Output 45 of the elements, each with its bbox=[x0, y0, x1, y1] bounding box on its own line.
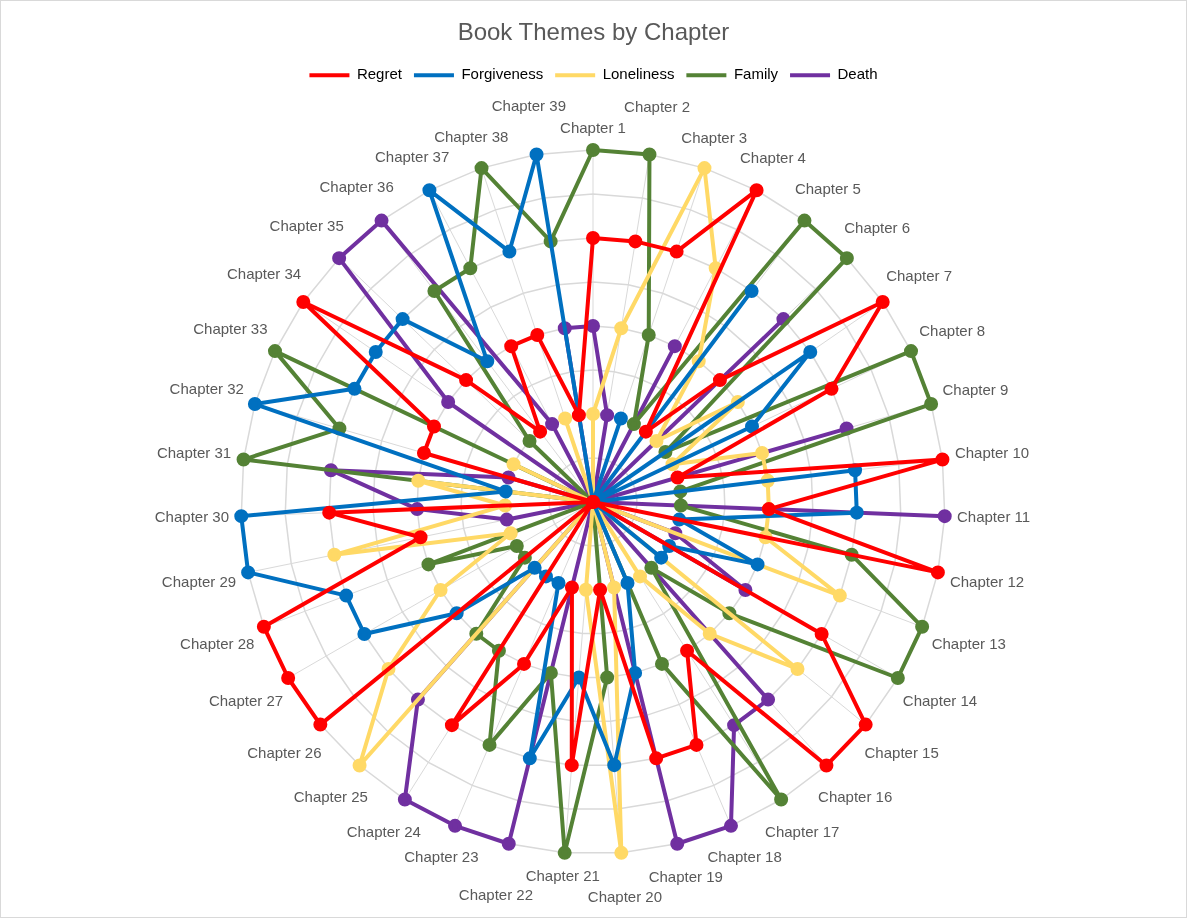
spoke-label: Chapter 2 bbox=[624, 98, 690, 116]
spoke-label: Chapter 28 bbox=[180, 634, 255, 652]
spoke-label: Chapter 19 bbox=[648, 868, 723, 886]
spoke-label: Chapter 16 bbox=[818, 788, 893, 806]
spoke-label: Chapter 5 bbox=[794, 179, 861, 197]
spoke-label: Chapter 25 bbox=[293, 788, 368, 806]
spoke-label: Chapter 31 bbox=[156, 443, 232, 461]
spoke-label: Chapter 6 bbox=[844, 219, 911, 237]
legend-label: Death bbox=[837, 65, 878, 83]
spoke-label: Chapter 18 bbox=[707, 848, 782, 866]
spoke-label: Chapter 29 bbox=[161, 572, 237, 590]
spoke-label: Chapter 3 bbox=[681, 128, 748, 146]
spoke-label: Chapter 9 bbox=[942, 381, 1009, 399]
spoke-label: Chapter 15 bbox=[864, 744, 939, 762]
legend-label: Forgiveness bbox=[461, 65, 544, 83]
spoke-label: Chapter 8 bbox=[919, 321, 986, 339]
spoke-label: Chapter 38 bbox=[434, 127, 509, 145]
spoke-label: Chapter 34 bbox=[226, 265, 302, 283]
spoke-label: Chapter 27 bbox=[208, 692, 284, 710]
spoke-label: Chapter 24 bbox=[346, 822, 421, 840]
chart-title: Book Themes by Chapter bbox=[457, 18, 730, 46]
spoke-label: Chapter 35 bbox=[269, 217, 344, 235]
legend-label: Family bbox=[733, 65, 779, 83]
spoke-label: Chapter 22 bbox=[458, 885, 534, 903]
spoke-label: Chapter 12 bbox=[949, 572, 1025, 590]
legend-label: Loneliness bbox=[602, 65, 675, 83]
spoke-label: Chapter 17 bbox=[765, 822, 840, 840]
legend-label: Regret bbox=[356, 65, 403, 83]
spoke-label: Chapter 30 bbox=[154, 508, 229, 526]
spoke-label: Chapter 14 bbox=[902, 692, 978, 710]
spoke-label: Chapter 32 bbox=[169, 380, 244, 398]
spoke-label: Chapter 4 bbox=[740, 149, 806, 167]
spoke-label: Chapter 11 bbox=[957, 508, 1031, 526]
spoke-label: Chapter 10 bbox=[954, 443, 1030, 461]
spoke-label: Chapter 7 bbox=[886, 267, 953, 285]
spoke-label: Chapter 39 bbox=[491, 97, 566, 115]
spoke-label: Chapter 36 bbox=[319, 177, 394, 195]
spoke-label: Chapter 33 bbox=[193, 320, 268, 338]
spoke-label: Chapter 26 bbox=[247, 744, 322, 762]
spoke-label: Chapter 37 bbox=[375, 147, 450, 165]
spoke-label: Chapter 13 bbox=[931, 634, 1006, 652]
spoke-label: Chapter 23 bbox=[404, 848, 479, 866]
spoke-label: Chapter 21 bbox=[525, 866, 600, 884]
spoke-label: Chapter 20 bbox=[587, 887, 663, 905]
spoke-label: Chapter 1 bbox=[560, 119, 626, 137]
